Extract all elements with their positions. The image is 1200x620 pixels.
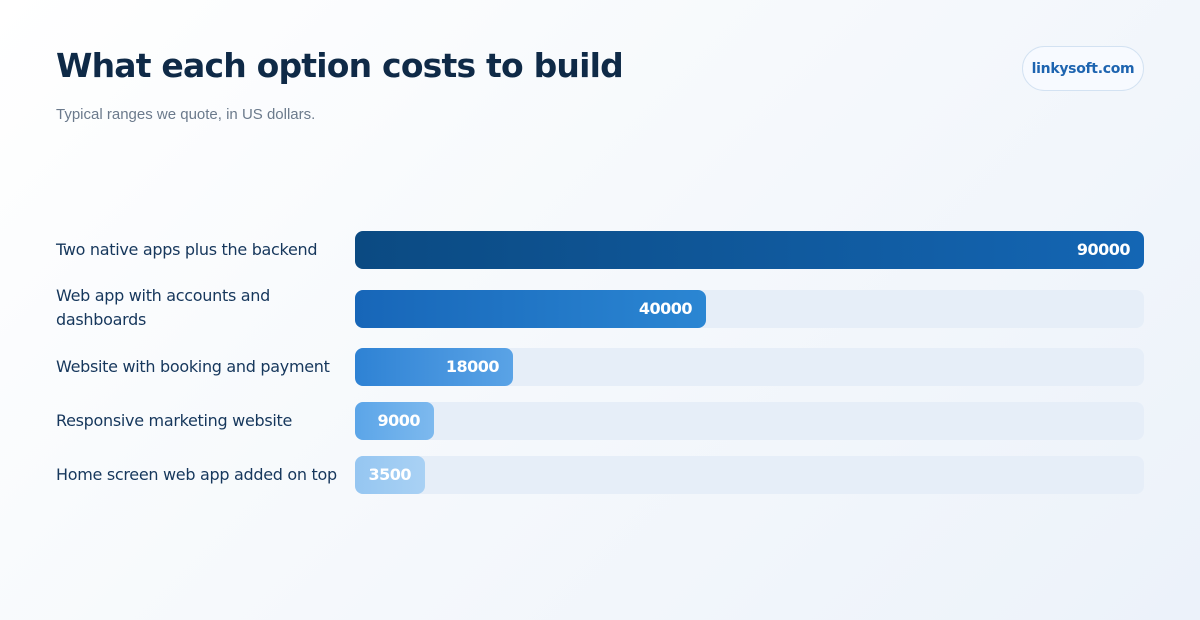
- category-label: Home screen web app added on top: [56, 465, 337, 484]
- bar-value-label: 3500: [368, 465, 411, 484]
- page-subtitle: Typical ranges we quote, in US dollars.: [56, 106, 316, 123]
- page-title: What each option costs to build: [56, 46, 624, 85]
- category-label: Responsive marketing website: [56, 411, 293, 430]
- bar: [355, 402, 434, 440]
- bar: [355, 348, 513, 386]
- bar-value-label: 9000: [377, 411, 420, 430]
- bar-track: [355, 402, 1144, 440]
- bar: [355, 456, 425, 494]
- category-label: Web app with accounts and dashboards: [56, 286, 270, 329]
- bar-value-label: 40000: [638, 299, 693, 318]
- category-label: Two native apps plus the backend: [56, 240, 318, 259]
- category-label: Website with booking and payment: [56, 357, 330, 376]
- bar-track: [355, 456, 1144, 494]
- brand-link[interactable]: linkysoft.com: [1022, 46, 1144, 91]
- bar: [355, 231, 1144, 269]
- bar-value-label: 90000: [1076, 240, 1131, 259]
- bar-value-label: 18000: [445, 357, 500, 376]
- bar: [355, 290, 706, 328]
